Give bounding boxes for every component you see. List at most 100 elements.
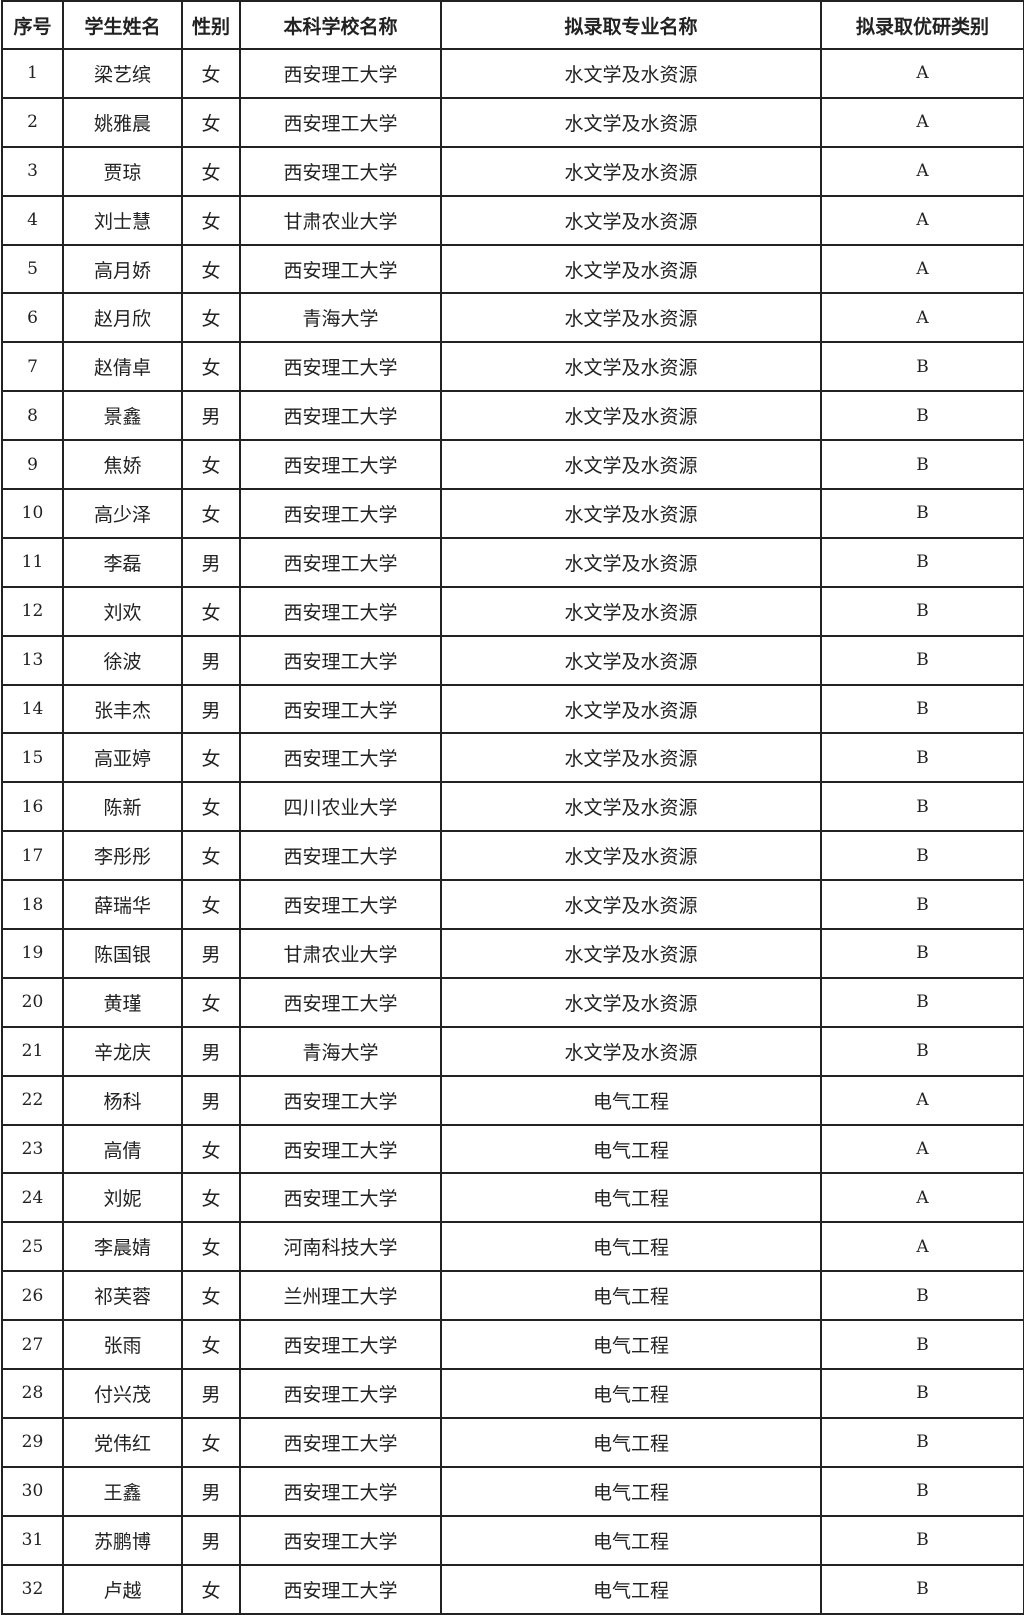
cell-gender: 男 <box>181 1074 241 1126</box>
cell-index: 12 <box>1 585 64 637</box>
cell-category: B <box>820 683 1024 735</box>
cell-category: B <box>820 341 1024 393</box>
cell-major: 电气工程 <box>440 1563 822 1615</box>
cell-category: B <box>820 488 1024 539</box>
table-row: 8 景鑫男西安理工大学 水文学及水资源 B <box>1 390 1024 442</box>
cell-name: 杨科 <box>62 1074 183 1126</box>
table-row: 26 祁芙蓉女兰州理工大学 电气工程 B <box>1 1270 1024 1322</box>
cell-school: 四川农业大学 <box>239 781 442 833</box>
cell-school: 西安理工大学 <box>239 879 442 931</box>
cell-major: 电气工程 <box>440 1368 822 1419</box>
cell-major: 水文学及水资源 <box>440 879 822 931</box>
cell-gender: 女 <box>181 341 241 393</box>
cell-gender: 男 <box>181 1465 241 1517</box>
cell-category: B <box>820 732 1024 784</box>
cell-gender: 女 <box>181 243 241 295</box>
cell-major: 水文学及水资源 <box>440 96 822 148</box>
cell-school: 西安理工大学 <box>239 1514 442 1566</box>
cell-gender: 女 <box>181 1172 241 1224</box>
table-row: 31 苏鹏博男西安理工大学 电气工程 B <box>1 1514 1024 1566</box>
header-category: 拟录取优研类别 <box>820 0 1024 50</box>
cell-name: 刘欢 <box>62 585 183 637</box>
cell-index: 6 <box>1 292 64 344</box>
cell-name: 高倩 <box>62 1123 183 1175</box>
table-row: 1 梁艺缤女西安理工大学 水文学及水资源 A <box>1 48 1024 99</box>
cell-category: B <box>820 976 1024 1028</box>
cell-index: 17 <box>1 830 64 882</box>
cell-index: 18 <box>1 879 64 931</box>
cell-index: 30 <box>1 1465 64 1517</box>
cell-category: B <box>820 1465 1024 1517</box>
cell-category: B <box>820 439 1024 491</box>
cell-major: 水文学及水资源 <box>440 830 822 882</box>
cell-gender: 女 <box>181 292 241 344</box>
cell-category: B <box>820 634 1024 686</box>
cell-category: A <box>820 1221 1024 1273</box>
cell-index: 1 <box>1 48 64 99</box>
cell-school: 西安理工大学 <box>239 243 442 295</box>
cell-index: 31 <box>1 1514 64 1566</box>
table-row: 21 辛龙庆男青海大学 水文学及水资源 B <box>1 1025 1024 1077</box>
cell-school: 西安理工大学 <box>239 536 442 588</box>
cell-index: 9 <box>1 439 64 491</box>
cell-name: 焦娇 <box>62 439 183 491</box>
cell-gender: 女 <box>181 732 241 784</box>
table-row: 14 张丰杰男西安理工大学 水文学及水资源 B <box>1 683 1024 735</box>
cell-name: 卢越 <box>62 1563 183 1615</box>
cell-category: B <box>820 830 1024 882</box>
cell-major: 电气工程 <box>440 1221 822 1273</box>
cell-school: 西安理工大学 <box>239 830 442 882</box>
cell-index: 22 <box>1 1074 64 1126</box>
cell-name: 陈新 <box>62 781 183 833</box>
table-row: 19 陈国银男甘肃农业大学 水文学及水资源 B <box>1 928 1024 979</box>
cell-major: 水文学及水资源 <box>440 732 822 784</box>
cell-gender: 女 <box>181 439 241 491</box>
cell-index: 28 <box>1 1368 64 1419</box>
cell-category: A <box>820 145 1024 197</box>
cell-index: 20 <box>1 976 64 1028</box>
cell-gender: 女 <box>181 585 241 637</box>
cell-category: B <box>820 928 1024 979</box>
cell-school: 西安理工大学 <box>239 1319 442 1371</box>
cell-name: 辛龙庆 <box>62 1025 183 1077</box>
table-row: 17 李彤彤女西安理工大学 水文学及水资源 B <box>1 830 1024 882</box>
cell-gender: 女 <box>181 976 241 1028</box>
cell-major: 水文学及水资源 <box>440 292 822 344</box>
cell-school: 西安理工大学 <box>239 585 442 637</box>
cell-major: 水文学及水资源 <box>440 928 822 979</box>
cell-index: 16 <box>1 781 64 833</box>
cell-name: 梁艺缤 <box>62 48 183 99</box>
cell-name: 刘妮 <box>62 1172 183 1224</box>
cell-name: 祁芙蓉 <box>62 1270 183 1322</box>
cell-school: 甘肃农业大学 <box>239 928 442 979</box>
cell-major: 水文学及水资源 <box>440 683 822 735</box>
header-major: 拟录取专业名称 <box>440 0 822 50</box>
table-row: 7 赵倩卓女西安理工大学 水文学及水资源 B <box>1 341 1024 393</box>
cell-index: 27 <box>1 1319 64 1371</box>
cell-major: 水文学及水资源 <box>440 1025 822 1077</box>
cell-index: 7 <box>1 341 64 393</box>
cell-gender: 女 <box>181 1270 241 1322</box>
table-row: 30 王鑫男西安理工大学 电气工程 B <box>1 1465 1024 1517</box>
cell-index: 11 <box>1 536 64 588</box>
cell-category: A <box>820 48 1024 99</box>
cell-major: 电气工程 <box>440 1270 822 1322</box>
cell-major: 水文学及水资源 <box>440 243 822 295</box>
cell-school: 西安理工大学 <box>239 145 442 197</box>
table-row: 2 姚雅晨女西安理工大学 水文学及水资源 A <box>1 96 1024 148</box>
cell-major: 电气工程 <box>440 1172 822 1224</box>
cell-gender: 女 <box>181 830 241 882</box>
cell-category: A <box>820 1172 1024 1224</box>
cell-category: B <box>820 1563 1024 1615</box>
cell-name: 高亚婷 <box>62 732 183 784</box>
cell-index: 23 <box>1 1123 64 1175</box>
table-row: 29 党伟红女西安理工大学 电气工程 B <box>1 1416 1024 1468</box>
cell-major: 水文学及水资源 <box>440 634 822 686</box>
header-school: 本科学校名称 <box>239 0 442 50</box>
cell-index: 29 <box>1 1416 64 1468</box>
cell-major: 水文学及水资源 <box>440 439 822 491</box>
cell-category: B <box>820 1270 1024 1322</box>
cell-name: 党伟红 <box>62 1416 183 1468</box>
cell-gender: 女 <box>181 96 241 148</box>
